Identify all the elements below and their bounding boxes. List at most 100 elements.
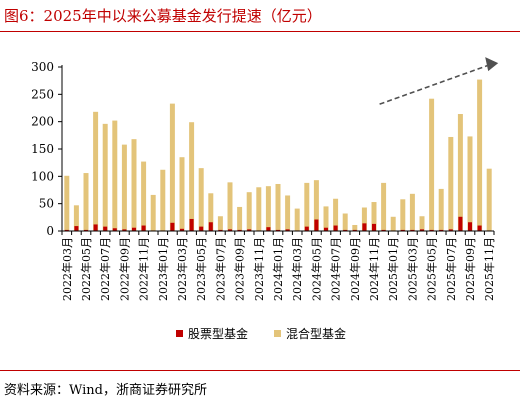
bar-hybrid-fund xyxy=(390,216,396,231)
bar-hybrid-fund xyxy=(457,114,463,231)
bar-stock-fund xyxy=(410,229,415,231)
bar-hybrid-fund xyxy=(285,195,291,231)
bar-stock-fund xyxy=(208,222,213,231)
source-divider xyxy=(0,370,520,371)
bar-hybrid-fund xyxy=(467,136,473,231)
bar-hybrid-fund xyxy=(400,199,406,231)
bar-hybrid-fund xyxy=(131,139,137,231)
bar-stock-fund xyxy=(74,226,79,231)
bar-hybrid-fund xyxy=(189,122,195,231)
bar-stock-fund xyxy=(141,225,146,231)
y-tick-label: 300 xyxy=(31,60,54,74)
bar-hybrid-fund xyxy=(361,207,367,231)
x-tick-label: 2023年05月 xyxy=(194,237,208,301)
bar-stock-fund xyxy=(122,229,127,231)
bar-hybrid-fund xyxy=(381,182,387,231)
bar-stock-fund xyxy=(333,225,338,231)
bar-hybrid-fund xyxy=(323,206,329,231)
bar-hybrid-fund xyxy=(112,120,118,231)
bar-stock-fund xyxy=(247,229,252,231)
bar-stock-fund xyxy=(112,228,117,231)
chart-container: 0 50 100 150 200 250 300 2022年03月 2022年05月 2022年0… xyxy=(0,40,520,360)
bar-hybrid-fund xyxy=(477,79,483,231)
bar-hybrid-fund xyxy=(304,182,310,231)
bar-hybrid-fund xyxy=(217,216,223,231)
figure-title-text: 2025年中以来公募基金发行提速（亿元） xyxy=(43,7,322,25)
bar-stock-fund xyxy=(381,229,386,231)
bar-stock-fund xyxy=(170,222,175,231)
bar-hybrid-fund xyxy=(419,216,425,231)
figure-label: 图6： xyxy=(4,7,44,25)
bar-stock-fund xyxy=(285,229,290,231)
bar-stock-fund xyxy=(439,229,444,231)
bar-stock-fund xyxy=(314,219,319,231)
x-tick-label: 2024年09月 xyxy=(348,237,362,301)
bar-stock-fund xyxy=(352,229,357,231)
trend-arrow-head xyxy=(485,57,499,72)
x-tick-label: 2022年07月 xyxy=(98,237,112,301)
x-tick-label: 2024年05月 xyxy=(309,237,323,301)
y-tick-label: 150 xyxy=(31,142,54,156)
bar-hybrid-fund xyxy=(83,173,89,231)
x-tick-label: 2022年09月 xyxy=(117,237,131,301)
bar-hybrid-fund xyxy=(438,188,444,231)
x-tick-label: 2025年09月 xyxy=(463,237,477,301)
bar-hybrid-fund xyxy=(150,194,156,231)
bar-hybrid-fund xyxy=(448,136,454,231)
x-tick-label: 2023年03月 xyxy=(175,237,189,301)
source-note: 资料来源：Wind，浙商证券研究所 xyxy=(4,383,207,398)
bar-stock-fund xyxy=(371,223,377,231)
bar-stock-fund xyxy=(362,223,367,231)
bar-stock-fund xyxy=(83,229,89,231)
x-tick-label: 2022年03月 xyxy=(60,237,74,301)
bar-hybrid-fund xyxy=(275,183,281,231)
bar-hybrid-fund xyxy=(265,186,271,231)
bar-stock-fund xyxy=(227,229,233,231)
legend-swatch-hybrid-fund xyxy=(274,330,281,337)
x-tick-label: 2023年11月 xyxy=(252,237,266,301)
legend-label-stock-fund: 股票型基金 xyxy=(188,326,248,341)
bar-stock-fund xyxy=(458,216,463,231)
bar-stock-fund xyxy=(199,226,204,231)
bar-stock-fund xyxy=(189,218,194,231)
bar-hybrid-fund xyxy=(179,157,185,231)
bar-hybrid-fund xyxy=(198,168,204,231)
figure-title: 图6：2025年中以来公募基金发行提速（亿元） xyxy=(4,5,322,26)
trend-arrow-line xyxy=(379,64,488,105)
bar-stock-fund xyxy=(448,229,453,231)
bar-hybrid-fund xyxy=(342,213,348,231)
x-tick-label: 2025年01月 xyxy=(386,237,400,301)
x-tick-label: 2023年01月 xyxy=(156,237,170,301)
bar-stock-fund xyxy=(467,222,473,231)
x-tick-label: 2025年07月 xyxy=(444,237,458,301)
bar-stock-fund xyxy=(323,227,329,231)
bar-stock-fund xyxy=(275,229,281,231)
y-tick-label: 100 xyxy=(31,169,54,183)
bar-stock-fund xyxy=(179,228,185,231)
bar-hybrid-fund xyxy=(102,123,108,231)
bar-hybrid-fund xyxy=(371,202,377,231)
bar-hybrid-fund xyxy=(93,111,99,231)
bar-hybrid-fund xyxy=(237,206,243,231)
x-tick-label: 2024年03月 xyxy=(290,237,304,301)
bar-stock-fund xyxy=(429,229,434,231)
bar-stock-fund xyxy=(477,225,482,231)
bar-stock-fund xyxy=(237,229,242,231)
bar-hybrid-fund xyxy=(256,187,262,231)
figure-title-bar: 图6：2025年中以来公募基金发行提速（亿元） xyxy=(0,0,520,32)
x-tick-label: 2022年05月 xyxy=(79,237,93,301)
bar-stock-fund xyxy=(93,224,98,231)
bar-stock-fund xyxy=(343,229,348,231)
bar-hybrid-fund xyxy=(121,144,127,231)
bar-stock-fund xyxy=(419,229,425,231)
x-tick-label: 2024年01月 xyxy=(271,237,285,301)
bar-chart: 0 50 100 150 200 250 300 2022年03月 2022年05月 2022年0… xyxy=(31,57,499,341)
y-tick-label: 50 xyxy=(39,197,54,211)
bar-hybrid-fund xyxy=(227,182,233,231)
legend-label-hybrid-fund: 混合型基金 xyxy=(286,326,346,341)
x-tick-label: 2023年07月 xyxy=(213,237,227,301)
x-tick-label: 2025年05月 xyxy=(425,237,439,301)
bar-hybrid-fund xyxy=(169,103,175,231)
x-tick-label: 2025年11月 xyxy=(482,237,496,301)
bar-hybrid-fund xyxy=(141,161,147,231)
